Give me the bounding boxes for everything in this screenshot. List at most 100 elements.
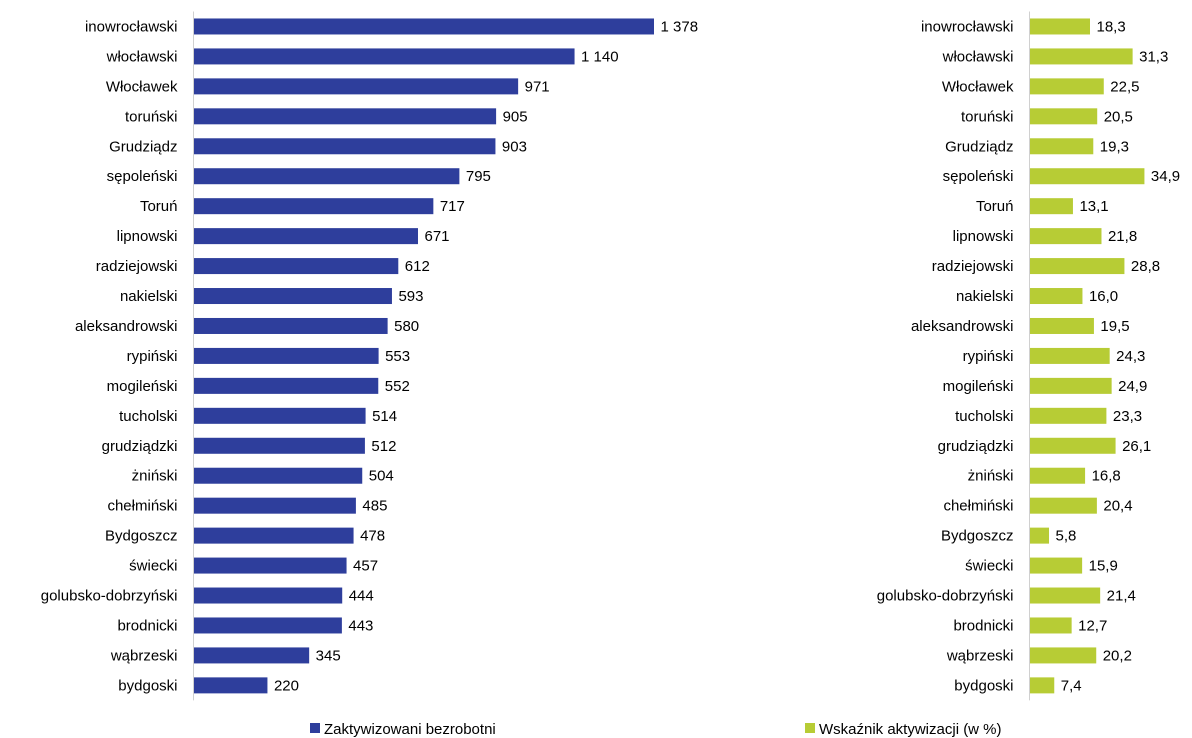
activated-bar (194, 48, 575, 65)
rate-tick-label: lipnowski (953, 228, 1014, 245)
rate-data-label: 34,9 (1151, 168, 1180, 185)
rate-data-label: 7,4 (1061, 677, 1082, 694)
rate-bar (1030, 138, 1094, 155)
rate-bar (1030, 587, 1101, 604)
activated-legend-swatch (310, 723, 320, 733)
rate-bar (1030, 347, 1110, 364)
rate-bar (1030, 108, 1098, 125)
activated-bar (194, 258, 399, 275)
rate-legend-label: Wskaźnik aktywizacji (w %) (819, 721, 1002, 738)
rate-tick-label: Toruń (976, 198, 1014, 215)
rate-tick-label: włocławski (942, 48, 1014, 65)
activated-data-label: 512 (371, 438, 396, 455)
rate-bar (1030, 617, 1072, 634)
activated-data-label: 717 (440, 198, 465, 215)
rate-data-label: 13,1 (1079, 198, 1108, 215)
activated-tick-label: golubsko-dobrzyński (41, 588, 178, 605)
rate-data-label: 23,3 (1113, 408, 1142, 425)
rate-bar (1030, 228, 1102, 245)
activated-data-label: 444 (349, 588, 374, 605)
rate-bar (1030, 407, 1107, 424)
rate-tick-label: świecki (965, 558, 1013, 575)
rate-data-label: 20,4 (1103, 498, 1132, 515)
activated-data-label: 593 (398, 288, 423, 305)
activated-bar (194, 557, 347, 574)
rate-tick-label: chełmiński (943, 498, 1013, 515)
activated-bar (194, 288, 392, 305)
activated-tick-label: lipnowski (117, 228, 178, 245)
rate-bar (1030, 198, 1073, 215)
rate-tick-label: żniński (968, 468, 1014, 485)
rate-tick-label: aleksandrowski (911, 318, 1014, 335)
activated-tick-label: sępoleński (107, 168, 178, 185)
rate-bar (1030, 677, 1055, 694)
rate-tick-label: bydgoski (954, 677, 1013, 694)
activated-data-label: 504 (369, 468, 394, 485)
activated-data-label: 1 378 (661, 18, 699, 35)
activated-tick-label: świecki (129, 558, 177, 575)
activated-tick-label: Bydgoszcz (105, 528, 178, 545)
activated-data-label: 485 (362, 498, 387, 515)
activated-tick-label: grudziądzki (102, 438, 178, 455)
activated-bar (194, 138, 496, 155)
activated-data-label: 457 (353, 558, 378, 575)
rate-data-label: 19,3 (1100, 138, 1129, 155)
rate-tick-label: brodnicki (953, 617, 1013, 634)
rate-tick-label: mogileński (943, 378, 1014, 395)
activated-bar (194, 467, 363, 484)
activated-bar (194, 198, 434, 215)
rate-tick-label: tucholski (955, 408, 1013, 425)
activated-tick-label: brodnicki (117, 617, 177, 634)
activated-tick-label: Toruń (140, 198, 178, 215)
rate-data-label: 28,8 (1131, 258, 1160, 275)
activated-tick-label: tucholski (119, 408, 177, 425)
activated-data-label: 612 (405, 258, 430, 275)
activated-bar (194, 347, 379, 364)
rate-bar (1030, 288, 1083, 305)
activated-tick-label: Grudziądz (109, 138, 177, 155)
rate-bar (1030, 527, 1050, 544)
activated-data-label: 443 (348, 617, 373, 634)
activated-bar (194, 228, 418, 245)
activated-tick-label: aleksandrowski (75, 318, 178, 335)
activated-bar (194, 317, 388, 334)
rate-bar (1030, 48, 1133, 65)
rate-data-label: 24,9 (1118, 378, 1147, 395)
rate-data-label: 18,3 (1097, 18, 1126, 35)
rate-legend-swatch (805, 723, 815, 733)
rate-tick-label: Bydgoszcz (941, 528, 1014, 545)
activated-tick-label: Włocławek (106, 78, 178, 95)
rate-tick-label: Grudziądz (945, 138, 1013, 155)
rate-data-label: 15,9 (1089, 558, 1118, 575)
rate-tick-label: Włocławek (942, 78, 1014, 95)
rate-data-label: 16,0 (1089, 288, 1118, 305)
activated-data-label: 671 (424, 228, 449, 245)
activated-data-label: 345 (316, 647, 341, 664)
rate-tick-label: sępoleński (943, 168, 1014, 185)
rate-data-label: 21,4 (1107, 588, 1136, 605)
rate-tick-label: inowrocławski (921, 18, 1014, 35)
activated-tick-label: włocławski (106, 48, 178, 65)
activated-tick-label: żniński (132, 468, 178, 485)
activated-bar (194, 377, 379, 394)
rate-tick-label: toruński (961, 108, 1014, 125)
activated-data-label: 971 (525, 78, 550, 95)
activated-tick-label: rypiński (127, 348, 178, 365)
rate-bar (1030, 258, 1125, 275)
activated-bar (194, 407, 366, 424)
rate-tick-label: grudziądzki (938, 438, 1014, 455)
rate-bar (1030, 78, 1104, 95)
activated-data-label: 220 (274, 677, 299, 694)
activated-tick-label: chełmiński (107, 498, 177, 515)
activated-data-label: 795 (466, 168, 491, 185)
activated-data-label: 552 (385, 378, 410, 395)
activated-bar (194, 617, 342, 634)
rate-bar (1030, 377, 1112, 394)
activated-legend-label: Zaktywizowani bezrobotni (324, 721, 496, 738)
activated-tick-label: toruński (125, 108, 178, 125)
activated-data-label: 903 (502, 138, 527, 155)
activated-tick-label: inowrocławski (85, 18, 178, 35)
activated-tick-label: radziejowski (96, 258, 178, 275)
rate-data-label: 19,5 (1100, 318, 1129, 335)
